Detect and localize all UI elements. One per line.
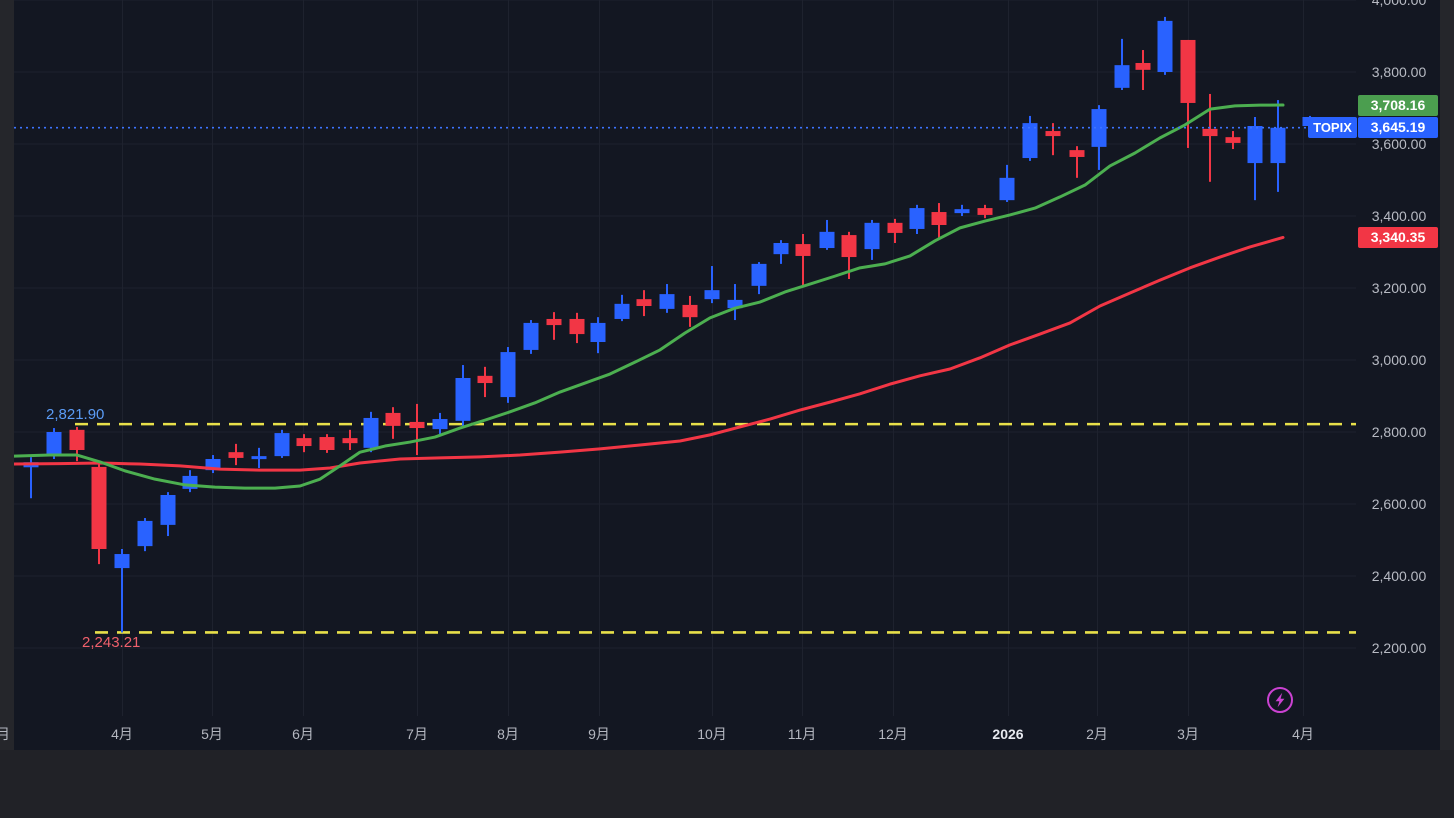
- candle-body: [363, 417, 379, 448]
- candle-body: [795, 244, 811, 256]
- x-axis-month-label: 10月: [697, 726, 727, 742]
- slow-ma-line: [12, 235, 1285, 472]
- candle-body: [1069, 150, 1085, 157]
- candle-body: [659, 294, 675, 309]
- candle-body: [1157, 20, 1173, 73]
- candle-body: [319, 437, 335, 450]
- candle-body: [1022, 123, 1038, 159]
- right-gutter: [1440, 0, 1454, 750]
- x-axis-month-label: 7月: [406, 726, 428, 742]
- lightning-icon: [1267, 687, 1293, 713]
- candle-body: [999, 177, 1015, 201]
- candle-body: [137, 520, 153, 547]
- candle-body: [773, 243, 789, 255]
- candle-body: [114, 554, 130, 569]
- candle-body: [1247, 126, 1263, 164]
- candle-body: [1114, 65, 1130, 88]
- candle-body: [954, 209, 970, 214]
- x-axis-month-label: 6月: [292, 726, 314, 742]
- candle-body: [160, 495, 176, 525]
- candle-body: [274, 433, 290, 457]
- candle-body: [546, 318, 562, 326]
- x-axis-month-label: 2月: [1086, 726, 1108, 742]
- x-axis-month-label: 9月: [588, 726, 610, 742]
- candle-body: [1045, 131, 1061, 137]
- candle-body: [590, 322, 606, 342]
- ma-fast-value-chip: 3,708.16: [1358, 94, 1438, 116]
- x-axis-month-label: 11月: [787, 726, 817, 742]
- candle-body: [455, 378, 471, 421]
- x-axis-month-label: 4月: [111, 726, 133, 742]
- candle-body: [69, 429, 85, 450]
- candle-body: [727, 299, 743, 309]
- candle-body: [887, 222, 903, 233]
- x-axis-month-label: 月: [0, 726, 10, 742]
- x-axis-month-label: 8月: [497, 726, 519, 742]
- x-axis-month-label: 5月: [201, 726, 223, 742]
- level-label-low[interactable]: 2,243.21: [82, 634, 141, 651]
- chart-background: [14, 0, 1440, 750]
- candle-body: [751, 263, 767, 286]
- candle-body: [864, 222, 880, 250]
- candle-body: [1135, 63, 1151, 70]
- level-label-high[interactable]: 2,821.90: [46, 406, 105, 423]
- candle-body: [477, 375, 493, 384]
- candle-body: [1091, 109, 1107, 147]
- chart-canvas[interactable]: [0, 0, 1454, 750]
- last-price-chip: 3,645.19: [1358, 117, 1438, 139]
- candle-body: [91, 466, 107, 549]
- candle-body: [296, 438, 312, 447]
- candle-body: [205, 459, 221, 471]
- candle-body: [1270, 127, 1286, 164]
- left-gutter: [0, 0, 14, 750]
- time-axis[interactable]: [14, 716, 1356, 750]
- ma-slow-value-chip: 3,340.35: [1358, 226, 1438, 248]
- bottom-bar: TradingView: [0, 750, 1454, 818]
- candle-body: [614, 303, 630, 319]
- candle-body: [1225, 137, 1241, 143]
- candle-body: [228, 452, 244, 458]
- candle-body: [569, 318, 585, 335]
- candle-body: [909, 208, 925, 229]
- lightning-marker[interactable]: [1265, 685, 1295, 720]
- candle-body: [385, 412, 401, 426]
- candle-body: [682, 304, 698, 318]
- candle-body: [409, 421, 425, 429]
- candle-body: [977, 208, 993, 215]
- candle-body: [432, 419, 448, 430]
- candle-body: [1180, 39, 1196, 103]
- fast-ma-line: [12, 103, 1285, 490]
- candle-body: [841, 235, 857, 258]
- x-axis-month-label: 2026: [992, 726, 1024, 742]
- candle-body: [704, 290, 720, 300]
- symbol-label-chip: TOPIX: [1308, 117, 1357, 139]
- candle-body: [500, 352, 516, 398]
- x-axis-month-label: 4月: [1292, 726, 1314, 742]
- candle-body: [819, 231, 835, 249]
- candle-body: [1202, 128, 1218, 137]
- candle-body: [931, 212, 947, 225]
- x-axis-month-label: 12月: [878, 726, 908, 742]
- candle-body: [636, 299, 652, 306]
- candle-body: [46, 432, 62, 457]
- x-axis-month-label: 3月: [1177, 726, 1199, 742]
- candle-body: [523, 322, 539, 350]
- candle-body: [251, 456, 267, 460]
- chart-pane[interactable]: [0, 0, 1454, 750]
- candle-body: [342, 438, 358, 444]
